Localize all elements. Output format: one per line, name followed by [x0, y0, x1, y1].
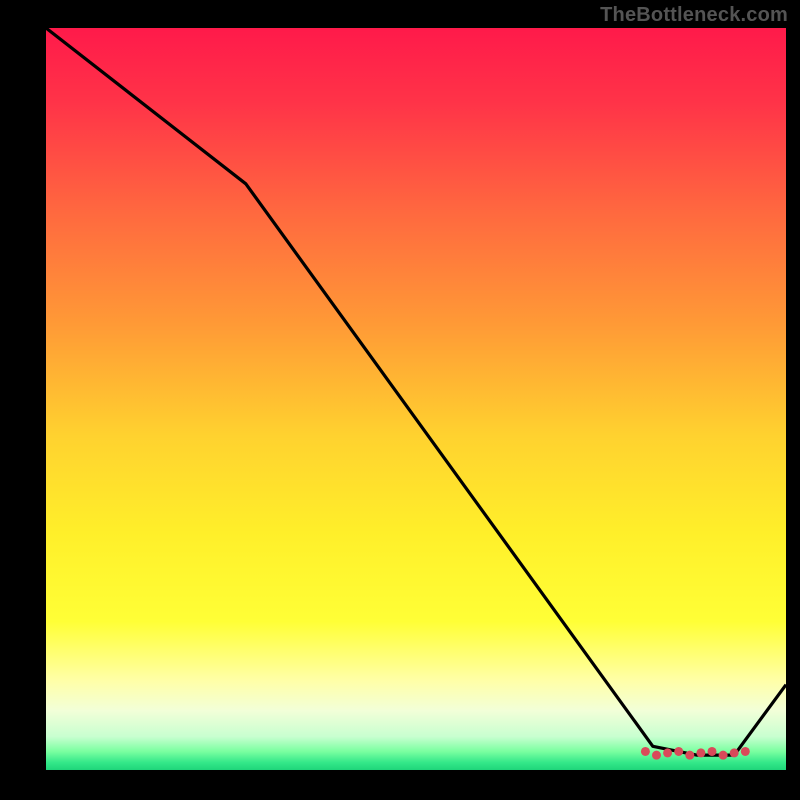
- trend-line: [46, 28, 786, 755]
- plot-area: [46, 28, 786, 770]
- watermark-text: TheBottleneck.com: [600, 4, 788, 27]
- data-marker: [641, 747, 650, 756]
- line-plot: [46, 28, 786, 770]
- data-marker: [652, 751, 661, 760]
- data-marker: [663, 748, 672, 757]
- data-marker: [685, 751, 694, 760]
- chart-container: { "watermark": "TheBottleneck.com", "plo…: [0, 0, 800, 800]
- data-marker: [719, 751, 728, 760]
- data-marker: [741, 747, 750, 756]
- data-marker: [696, 748, 705, 757]
- data-marker: [674, 747, 683, 756]
- data-marker: [730, 748, 739, 757]
- data-marker: [708, 747, 717, 756]
